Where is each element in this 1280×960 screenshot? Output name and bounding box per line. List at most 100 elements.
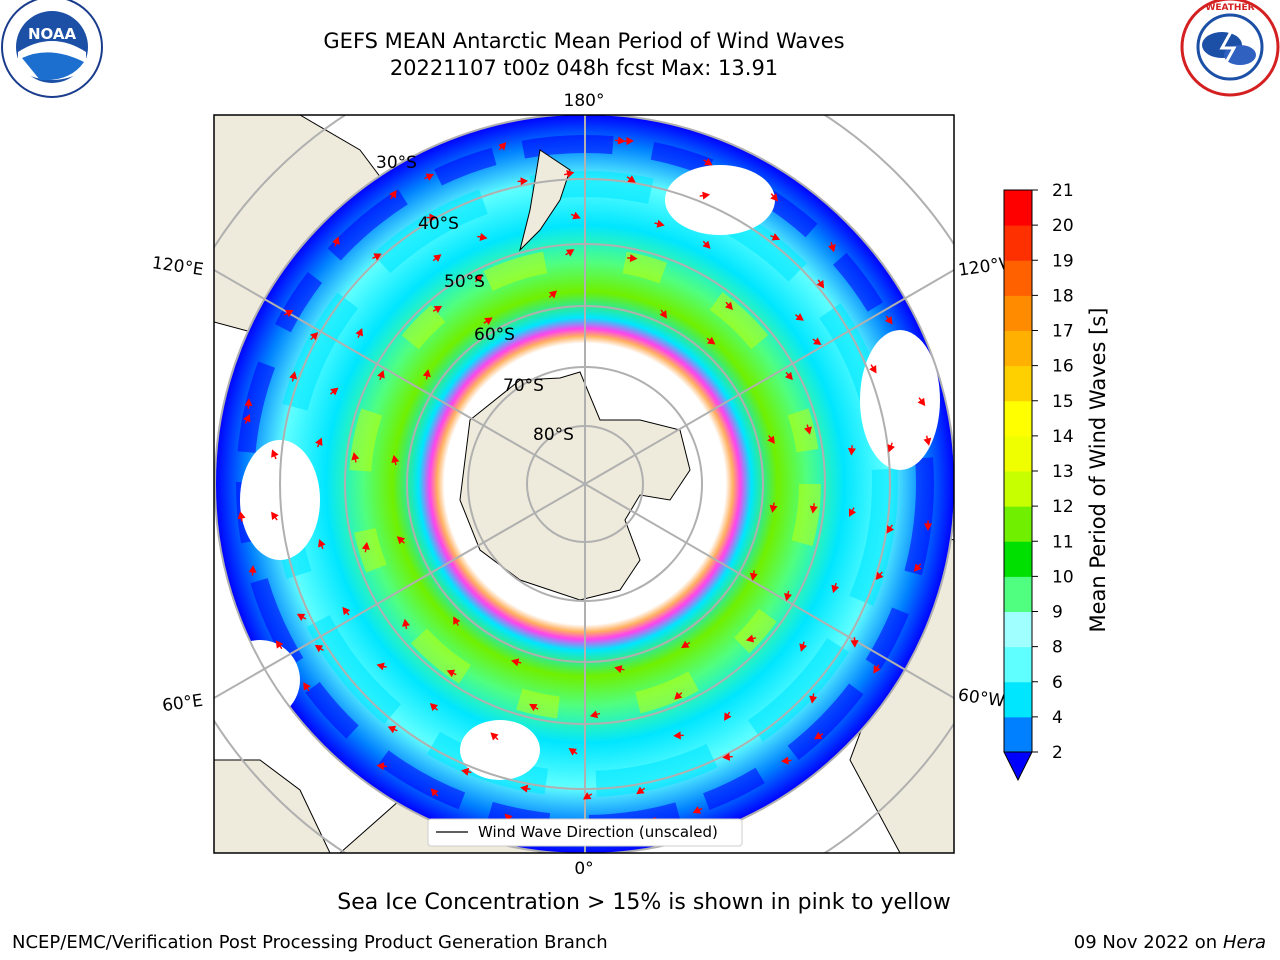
- lat-label-40s: 40°S: [418, 214, 459, 234]
- colorbar-extend-arrow: [1003, 751, 1033, 782]
- sea-ice-note: Sea Ice Concentration > 15% is shown in …: [337, 890, 951, 915]
- wind-arrow: [875, 571, 884, 581]
- wind-arrow: [770, 193, 779, 202]
- wind-arrow: [722, 752, 733, 761]
- colorbar-tick-label: 4: [1052, 708, 1063, 728]
- wind-arrow: [517, 177, 529, 186]
- wind-arrow: [725, 301, 733, 311]
- colorbar-segment: [1004, 225, 1032, 261]
- colorbar-tick-label: 17: [1052, 322, 1074, 342]
- wind-arrow: [342, 606, 351, 616]
- colorbar-tick-label: 20: [1052, 216, 1074, 236]
- wind-arrow: [767, 435, 775, 445]
- wind-arrow: [564, 170, 575, 178]
- wind-arrow: [314, 644, 324, 653]
- wind-arrow: [850, 637, 859, 648]
- colorbar-segment: [1004, 471, 1032, 507]
- colorbar-segment: [1004, 611, 1032, 648]
- wind-arrow: [673, 731, 684, 740]
- lat-label-70s: 70°S: [503, 376, 544, 396]
- map-title: GEFS MEAN Antarctic Mean Period of Wind …: [323, 29, 845, 53]
- colorbar-tick-label: 14: [1052, 427, 1074, 447]
- wind-direction-legend: Wind Wave Direction (unscaled): [427, 818, 743, 847]
- wind-arrow: [887, 442, 895, 453]
- wind-arrow: [565, 249, 575, 257]
- wind-arrow: [706, 336, 716, 345]
- wind-arrow: [923, 520, 933, 531]
- wind-arrow: [461, 767, 472, 776]
- wind-arrow: [814, 731, 824, 740]
- wind-arrow: [429, 703, 439, 712]
- wind-arrow: [391, 454, 400, 466]
- wind-arrow: [702, 240, 711, 249]
- wind-arrow: [809, 503, 818, 514]
- colorbar-tick-label: 15: [1052, 392, 1074, 412]
- colorbar-tick-label: 11: [1052, 532, 1074, 552]
- wind-arrow: [626, 175, 636, 183]
- colorbar-tick-label: 9: [1052, 603, 1063, 623]
- colorbar-tick-label: 6: [1052, 673, 1063, 693]
- wind-arrow: [361, 541, 370, 553]
- nws-logo: WEATHER: [1180, 0, 1280, 97]
- colorbar-tick-label: 21: [1052, 181, 1074, 201]
- colorbar-segment: [1004, 646, 1032, 683]
- colorbar-segment: [1004, 365, 1032, 402]
- noaa-logo: NOAA: [1, 0, 103, 98]
- wind-arrow: [453, 616, 461, 626]
- colorbar-segment: [1004, 295, 1032, 331]
- wind-arrow: [424, 173, 435, 181]
- wind-arrow: [784, 371, 793, 381]
- wind-arrow: [809, 693, 818, 704]
- wind-arrow: [848, 507, 857, 517]
- wind-arrow: [520, 784, 531, 793]
- colorbar-segment: [1004, 260, 1032, 296]
- wind-arrow: [884, 315, 893, 325]
- wind-arrow: [913, 563, 922, 572]
- wind-arrow: [498, 142, 507, 151]
- wind-arrow: [474, 274, 483, 283]
- wind-arrow: [242, 413, 251, 424]
- wind-arrow: [784, 590, 792, 602]
- svg-text:WEATHER: WEATHER: [1205, 3, 1254, 13]
- wind-arrow: [692, 806, 703, 814]
- wind-arrow: [724, 711, 732, 721]
- wind-arrow: [636, 786, 646, 795]
- colorbar-tick-label: 2: [1052, 743, 1063, 763]
- wind-arrow: [886, 524, 895, 534]
- wind-arrow: [351, 452, 360, 463]
- wind-arrow: [654, 219, 665, 228]
- antarctica-land: [459, 371, 691, 601]
- colorbar-tick-label: 19: [1052, 251, 1074, 271]
- wind-arrow: [570, 211, 581, 220]
- wind-arrow: [396, 536, 406, 545]
- wind-arrow: [289, 371, 298, 382]
- wind-arrow: [248, 565, 257, 576]
- wind-arrow: [430, 788, 439, 797]
- lat-label-80s: 80°S: [533, 425, 574, 445]
- lon-label-bottom: 0°: [574, 859, 593, 879]
- wind-arrow: [490, 732, 499, 741]
- wind-arrow: [614, 136, 626, 145]
- wind-arrow: [589, 710, 601, 719]
- map-subtitle: 20221107 t00z 048h fcst Max: 13.91: [389, 56, 779, 80]
- colorbar-segment: [1004, 435, 1032, 472]
- wind-arrow: [376, 762, 387, 771]
- lat-label-50s: 50°S: [444, 272, 485, 292]
- lon-label-60w: 60°W: [957, 685, 1006, 711]
- wind-arrow: [303, 682, 311, 692]
- wind-arrow: [659, 309, 667, 319]
- wind-arrow: [627, 254, 638, 263]
- colorbar-segment: [1004, 190, 1032, 226]
- wind-arrow: [749, 570, 758, 581]
- colorbar-segment: [1004, 541, 1032, 577]
- lat-label-30s: 30°S: [376, 153, 417, 173]
- colorbar-label: Mean Period of Wind Waves [s]: [1086, 308, 1110, 633]
- colorbar-segment: [1004, 576, 1032, 612]
- wind-arrow: [401, 618, 410, 630]
- wind-arrow: [283, 309, 294, 318]
- colorbar-tick-label: 16: [1052, 357, 1074, 377]
- wind-arrow: [271, 449, 279, 460]
- colorbar-segment: [1004, 506, 1032, 542]
- colorbar-tick-label: 12: [1052, 497, 1074, 517]
